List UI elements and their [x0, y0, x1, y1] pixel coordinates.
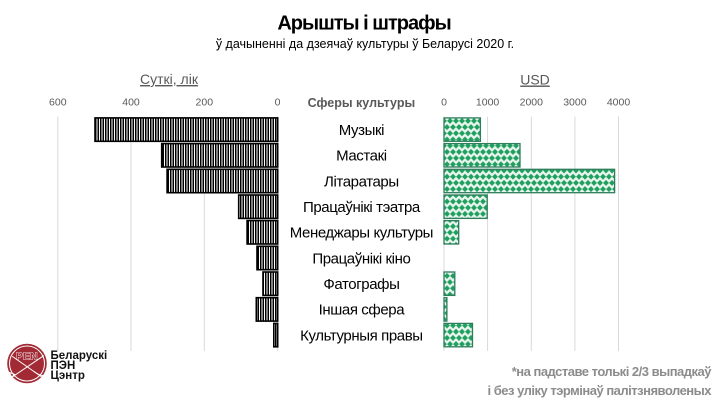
svg-text:Культурныя правы: Культурныя правы — [300, 327, 423, 344]
svg-text:PEN: PEN — [16, 352, 38, 363]
svg-text:0: 0 — [441, 96, 447, 108]
svg-text:Сферы культуры: Сферы культуры — [308, 96, 415, 110]
svg-text:400: 400 — [122, 96, 140, 108]
svg-text:Працаўнікі кіно: Працаўнікі кіно — [312, 250, 410, 267]
svg-text:1000: 1000 — [476, 96, 500, 108]
svg-text:600: 600 — [49, 96, 67, 108]
svg-text:ПЭН: ПЭН — [51, 360, 76, 372]
svg-text:Музыкі: Музыкі — [339, 122, 384, 139]
svg-text:ў дачыненні да дзеячаў культур: ў дачыненні да дзеячаў культуры ў Белару… — [216, 37, 514, 51]
svg-text:Менеджары культуры: Менеджары культуры — [290, 225, 433, 242]
svg-text:2000: 2000 — [520, 96, 544, 108]
svg-text:Суткі, лік: Суткі, лік — [140, 71, 199, 87]
svg-text:Беларускі: Беларускі — [51, 350, 108, 362]
svg-text:*на падставе толькі 2/3 выпадк: *на падставе толькі 2/3 выпадкаў — [512, 364, 713, 379]
svg-text:4000: 4000 — [607, 96, 631, 108]
svg-text:і без уліку тэрмінаў палітзняв: і без уліку тэрмінаў палітзняволеных — [488, 383, 713, 398]
svg-text:Працаўнікі тэатра: Працаўнікі тэатра — [303, 199, 421, 216]
svg-text:Іншая сфера: Іншая сфера — [319, 302, 406, 319]
svg-text:200: 200 — [196, 96, 214, 108]
svg-text:Цэнтр: Цэнтр — [51, 370, 85, 382]
svg-text:Фатографы: Фатографы — [323, 276, 399, 293]
svg-text:Літаратары: Літаратары — [324, 173, 399, 190]
svg-text:Арышты і штрафы: Арышты і штрафы — [277, 13, 450, 35]
svg-text:0: 0 — [275, 96, 281, 108]
svg-text:3000: 3000 — [563, 96, 587, 108]
svg-text:Мастакі: Мастакі — [336, 148, 387, 165]
svg-text:USD: USD — [520, 72, 550, 88]
